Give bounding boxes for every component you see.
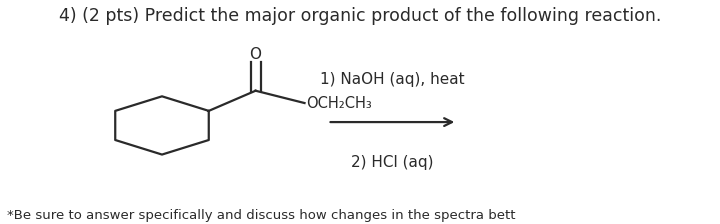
Text: 1) NaOH (aq), heat: 1) NaOH (aq), heat (320, 72, 464, 87)
Text: *Be sure to answer specifically and discuss how changes in the spectra bett: *Be sure to answer specifically and disc… (7, 209, 516, 222)
Text: O: O (250, 47, 261, 62)
Text: 2) HCl (aq): 2) HCl (aq) (351, 155, 433, 170)
Text: 4) (2 pts) Predict the major organic product of the following reaction.: 4) (2 pts) Predict the major organic pro… (59, 7, 661, 25)
Text: OCH₂CH₃: OCH₂CH₃ (306, 96, 372, 110)
